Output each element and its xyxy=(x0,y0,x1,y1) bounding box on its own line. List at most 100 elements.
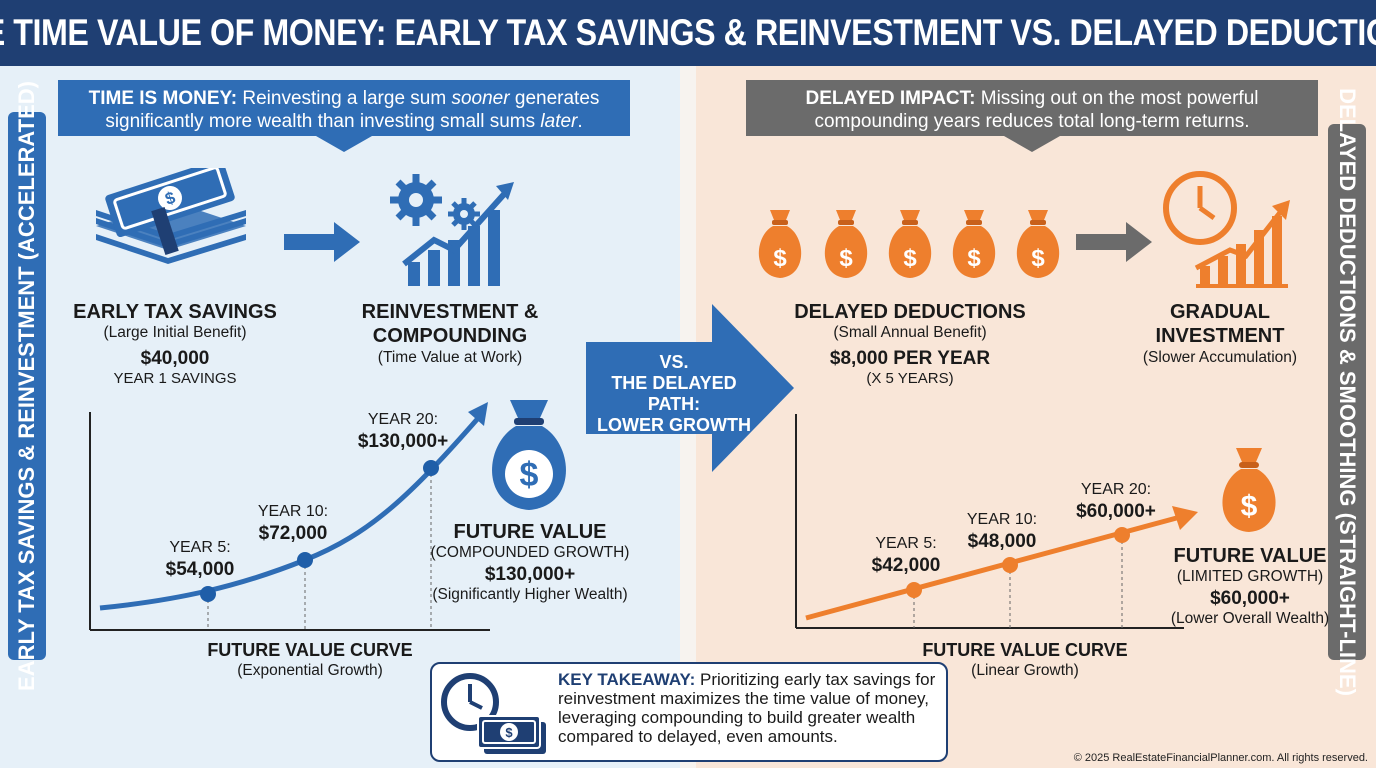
right-year5-label: YEAR 5: xyxy=(875,535,937,552)
left-future-value-chart xyxy=(89,402,490,631)
reinvestment-title-2: COMPOUNDING xyxy=(372,325,528,348)
reinvestment-label: REINVESTMENT & COMPOUNDING (Time Value a… xyxy=(350,300,550,368)
right-point-label-year5: YEAR 5: $42,000 xyxy=(856,534,956,578)
clock-growth-icon xyxy=(1163,171,1290,288)
right-banner-line2: compounding years reduces total long-ter… xyxy=(814,111,1250,132)
left-point-label-year20: YEAR 20: $130,000+ xyxy=(348,410,458,454)
early-tax-savings-subtitle: (Large Initial Benefit) xyxy=(103,324,247,342)
left-curve-caption: FUTURE VALUE CURVE (Exponential Growth) xyxy=(190,640,430,681)
left-future-note: (Significantly Higher Wealth) xyxy=(432,586,628,604)
left-banner-em2: later xyxy=(540,111,578,132)
delayed-deductions-subtitle: (Small Annual Benefit) xyxy=(833,324,987,342)
left-banner-bold: TIME IS MONEY: xyxy=(88,88,238,109)
gradual-investment-subtitle: (Slower Accumulation) xyxy=(1142,348,1298,366)
left-side-label-tab: EARLY TAX SAVINGS & REINVESTMENT (ACCELE… xyxy=(8,81,46,691)
reinvestment-subtitle: (Time Value at Work) xyxy=(377,348,523,366)
svg-text:$: $ xyxy=(505,725,513,740)
money-stack-icon: $ xyxy=(96,168,246,264)
delayed-deductions-title: DELAYED DEDUCTIONS xyxy=(794,301,1026,323)
delayed-deductions-amount: $8,000 PER YEAR xyxy=(829,348,991,370)
vs-line1: VS. xyxy=(659,352,689,372)
left-future-amount: $130,000+ xyxy=(484,564,576,586)
right-year5-value: $42,000 xyxy=(871,555,941,576)
left-side-label: EARLY TAX SAVINGS & REINVESTMENT (ACCELE… xyxy=(14,81,40,691)
left-banner-em1: sooner xyxy=(451,88,510,109)
right-point-year20 xyxy=(1114,527,1130,543)
clock-money-icon: $ xyxy=(441,673,546,754)
left-banner-text2: generates xyxy=(509,88,600,109)
page-title: THE TIME VALUE OF MONEY: EARLY TAX SAVIN… xyxy=(0,12,1376,53)
orange-money-bag-icon: $ xyxy=(1222,448,1276,532)
left-point-year5 xyxy=(200,586,216,602)
left-point-year20 xyxy=(423,460,439,476)
gears-growth-icon xyxy=(390,174,514,286)
gradual-investment-title: GRADUAL INVESTMENT xyxy=(1155,301,1285,348)
left-curve-subtitle: (Exponential Growth) xyxy=(237,661,383,679)
right-point-year5 xyxy=(906,582,922,598)
left-year10-label: YEAR 10: xyxy=(257,503,329,520)
five-money-bags-icon: $ xyxy=(758,210,1060,278)
curve-arrowhead xyxy=(468,402,488,426)
right-future-value: FUTURE VALUE (LIMITED GROWTH) $60,000+ (… xyxy=(1160,544,1340,629)
vs-line3: LOWER GROWTH xyxy=(597,415,751,435)
right-side-label-tab: DELAYED DEDUCTIONS & SMOOTHING (STRAIGHT… xyxy=(1328,88,1366,696)
right-future-title: FUTURE VALUE xyxy=(1173,545,1327,567)
svg-text:$: $ xyxy=(1241,490,1258,523)
right-future-note: (Lower Overall Wealth) xyxy=(1170,610,1330,628)
left-panel xyxy=(0,66,680,768)
left-year5-value: $54,000 xyxy=(165,559,235,580)
right-year10-label: YEAR 10: xyxy=(966,511,1038,528)
gradual-investment-label: GRADUAL INVESTMENT (Slower Accumulation) xyxy=(1110,300,1330,368)
left-curve-title: FUTURE VALUE CURVE xyxy=(207,640,413,660)
gray-arrow-right-icon xyxy=(1076,222,1152,262)
right-panel xyxy=(696,66,1376,768)
right-banner-text1: Missing out on the most powerful xyxy=(975,88,1259,109)
arrow-right-icon xyxy=(284,222,360,262)
right-year20-label: YEAR 20: xyxy=(1080,481,1152,498)
vs-line2: THE DELAYED PATH: xyxy=(611,373,737,414)
left-future-value: FUTURE VALUE (COMPOUNDED GROWTH) $130,00… xyxy=(430,520,630,605)
left-banner-line2: significantly more wealth than investing… xyxy=(105,111,541,132)
right-future-amount: $60,000+ xyxy=(1210,588,1290,610)
right-future-subtitle: (LIMITED GROWTH) xyxy=(1176,568,1324,586)
left-banner-shape xyxy=(58,80,630,152)
left-point-label-year5: YEAR 5: $54,000 xyxy=(150,538,250,582)
early-tax-savings-title: EARLY TAX SAVINGS xyxy=(73,301,277,323)
early-tax-savings-label: EARLY TAX SAVINGS (Large Initial Benefit… xyxy=(70,300,280,389)
reinvestment-title-1: REINVESTMENT & xyxy=(361,301,539,323)
early-tax-savings-amount: $40,000 xyxy=(140,348,210,370)
left-future-title: FUTURE VALUE xyxy=(453,521,607,543)
right-point-label-year20: YEAR 20: $60,000+ xyxy=(1066,480,1166,524)
left-banner-text1: Reinvesting a large sum xyxy=(237,88,452,109)
left-banner: TIME IS MONEY: Reinvesting a large sum s… xyxy=(58,82,630,133)
right-future-value-chart xyxy=(795,414,1198,629)
svg-text:$: $ xyxy=(520,456,539,494)
right-point-label-year10: YEAR 10: $48,000 xyxy=(952,510,1052,554)
left-year5-label: YEAR 5: xyxy=(169,539,231,556)
key-takeaway-body: Prioritizing early tax savings for reinv… xyxy=(558,670,936,746)
delayed-deductions-note: (X 5 YEARS) xyxy=(866,370,954,388)
early-tax-savings-note: YEAR 1 SAVINGS xyxy=(113,370,237,388)
right-banner-shape xyxy=(746,80,1318,152)
money-bag-icon: $ xyxy=(492,400,566,510)
right-curve-subtitle: (Linear Growth) xyxy=(971,661,1079,679)
title-bar xyxy=(0,0,1376,66)
left-future-subtitle: (COMPOUNDED GROWTH) xyxy=(430,544,630,562)
right-banner-bold: DELAYED IMPACT: xyxy=(805,88,976,109)
left-year20-label: YEAR 20: xyxy=(367,411,439,428)
right-banner: DELAYED IMPACT: Missing out on the most … xyxy=(746,82,1318,133)
left-year10-value: $72,000 xyxy=(258,523,328,544)
right-curve-caption: FUTURE VALUE CURVE (Linear Growth) xyxy=(900,640,1150,681)
key-takeaway-text: KEY TAKEAWAY: Prioritizing early tax sav… xyxy=(558,670,943,746)
left-point-label-year10: YEAR 10: $72,000 xyxy=(243,502,343,546)
copyright-footer: © 2025 RealEstateFinancialPlanner.com. A… xyxy=(1073,752,1368,764)
left-point-year10 xyxy=(297,552,313,568)
linear-arrowhead xyxy=(1172,506,1198,530)
vs-label: VS. THE DELAYED PATH: LOWER GROWTH xyxy=(586,352,762,436)
right-point-year10 xyxy=(1002,557,1018,573)
left-banner-end: . xyxy=(577,111,583,132)
right-curve-title: FUTURE VALUE CURVE xyxy=(922,640,1128,660)
left-year20-value: $130,000+ xyxy=(357,431,449,452)
right-year10-value: $48,000 xyxy=(967,531,1037,552)
delayed-deductions-label: DELAYED DEDUCTIONS (Small Annual Benefit… xyxy=(790,300,1030,389)
